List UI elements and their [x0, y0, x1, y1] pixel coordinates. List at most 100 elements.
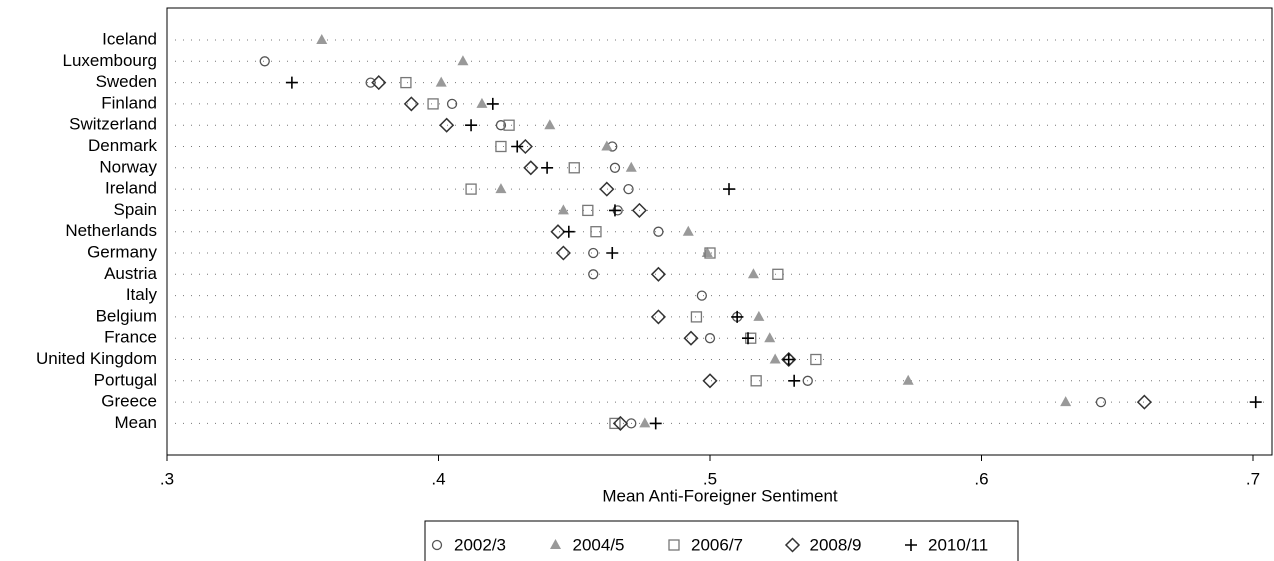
marker-plus — [486, 97, 499, 110]
marker-circle — [365, 77, 376, 88]
marker-triangle — [601, 140, 613, 151]
marker-diamond — [612, 415, 628, 431]
marker-square — [668, 539, 680, 551]
marker-triangle — [557, 204, 569, 215]
marker-plus — [782, 353, 795, 366]
marker-circle — [802, 375, 813, 386]
marker-square — [495, 140, 507, 153]
marker-triangle — [682, 225, 694, 236]
marker-diamond — [371, 75, 387, 91]
y-category-label: Portugal — [94, 370, 157, 389]
legend-label: 2010/11 — [928, 535, 988, 554]
y-category-label: Switzerland — [69, 115, 157, 134]
marker-triangle — [625, 161, 637, 172]
marker-triangle — [457, 55, 469, 66]
marker-triangle — [769, 353, 781, 364]
y-category-label: Germany — [87, 242, 157, 261]
marker-square — [810, 353, 822, 366]
marker-circle — [588, 247, 599, 259]
marker-circle — [446, 98, 458, 110]
marker-plus — [731, 310, 744, 323]
marker-plus — [788, 374, 801, 387]
marker-triangle — [902, 374, 914, 385]
marker-triangle — [747, 268, 759, 279]
y-category-label: Greece — [101, 392, 157, 411]
y-category-label: Luxembourg — [62, 51, 157, 70]
marker-diamond — [784, 537, 801, 553]
marker-diamond — [781, 351, 797, 368]
legend-label: 2002/3 — [454, 535, 506, 554]
marker-plus — [541, 161, 554, 174]
marker-diamond — [683, 330, 699, 346]
x-tick-label: .7 — [1246, 469, 1260, 488]
y-category-label: Ireland — [105, 179, 157, 198]
marker-triangle — [550, 539, 561, 549]
marker-circle — [588, 269, 599, 280]
y-category-label: Iceland — [102, 29, 157, 48]
marker-diamond — [550, 224, 566, 240]
x-tick-label: .5 — [703, 469, 717, 488]
marker-triangle — [753, 310, 765, 321]
y-category-label: Belgium — [96, 306, 157, 325]
marker-diamond — [439, 117, 455, 133]
marker-plus — [905, 539, 917, 551]
y-category-label: Italy — [126, 285, 158, 304]
marker-plus — [562, 225, 575, 238]
marker-square — [427, 98, 439, 110]
marker-square — [772, 268, 784, 280]
marker-plus — [285, 76, 298, 89]
y-category-label: Austria — [104, 264, 157, 283]
marker-circle — [696, 290, 708, 301]
legend-box — [424, 520, 1019, 561]
marker-diamond — [523, 160, 539, 176]
plot-frame — [166, 7, 1273, 456]
marker-circle — [609, 162, 621, 173]
marker-square — [690, 311, 703, 323]
marker-square — [750, 375, 762, 387]
marker-square — [590, 226, 602, 238]
marker-square — [503, 119, 515, 131]
marker-circle — [704, 333, 716, 344]
marker-triangle — [1060, 396, 1072, 407]
marker-plus — [608, 204, 621, 217]
marker-square — [704, 247, 716, 259]
marker-square — [465, 183, 477, 195]
marker-square — [609, 417, 621, 430]
marker-triangle — [435, 76, 447, 87]
y-category-label: Norway — [99, 157, 157, 176]
marker-square — [582, 204, 594, 217]
x-tick-label: .3 — [160, 469, 174, 488]
marker-diamond — [631, 202, 647, 218]
marker-circle — [495, 120, 507, 131]
x-tick-label: .4 — [431, 469, 445, 488]
marker-plus — [649, 417, 662, 430]
marker-diamond — [517, 138, 533, 155]
marker-plus — [742, 332, 755, 345]
y-category-label: France — [104, 328, 157, 347]
marker-circle — [431, 539, 443, 551]
marker-triangle — [316, 34, 328, 44]
marker-diamond — [403, 96, 419, 112]
marker-plus — [723, 183, 736, 196]
marker-plus — [465, 119, 478, 132]
legend-label: 2004/5 — [573, 535, 625, 554]
y-category-label: Netherlands — [65, 221, 157, 240]
marker-triangle — [639, 417, 651, 428]
marker-diamond — [599, 181, 615, 197]
x-axis-title: Mean Anti-Foreigner Sentiment — [602, 486, 838, 505]
marker-triangle — [544, 119, 556, 130]
legend-label: 2008/9 — [810, 535, 862, 554]
marker-diamond — [702, 373, 718, 389]
marker-plus — [606, 247, 619, 259]
x-tick-label: .6 — [974, 469, 988, 488]
y-category-label: Sweden — [96, 72, 157, 91]
marker-triangle — [764, 332, 776, 343]
marker-plus — [1249, 396, 1262, 409]
marker-square — [400, 76, 412, 89]
marker-circle — [623, 183, 634, 195]
marker-triangle — [495, 183, 507, 194]
y-category-label: United Kingdom — [36, 349, 157, 368]
marker-diamond — [650, 309, 666, 325]
